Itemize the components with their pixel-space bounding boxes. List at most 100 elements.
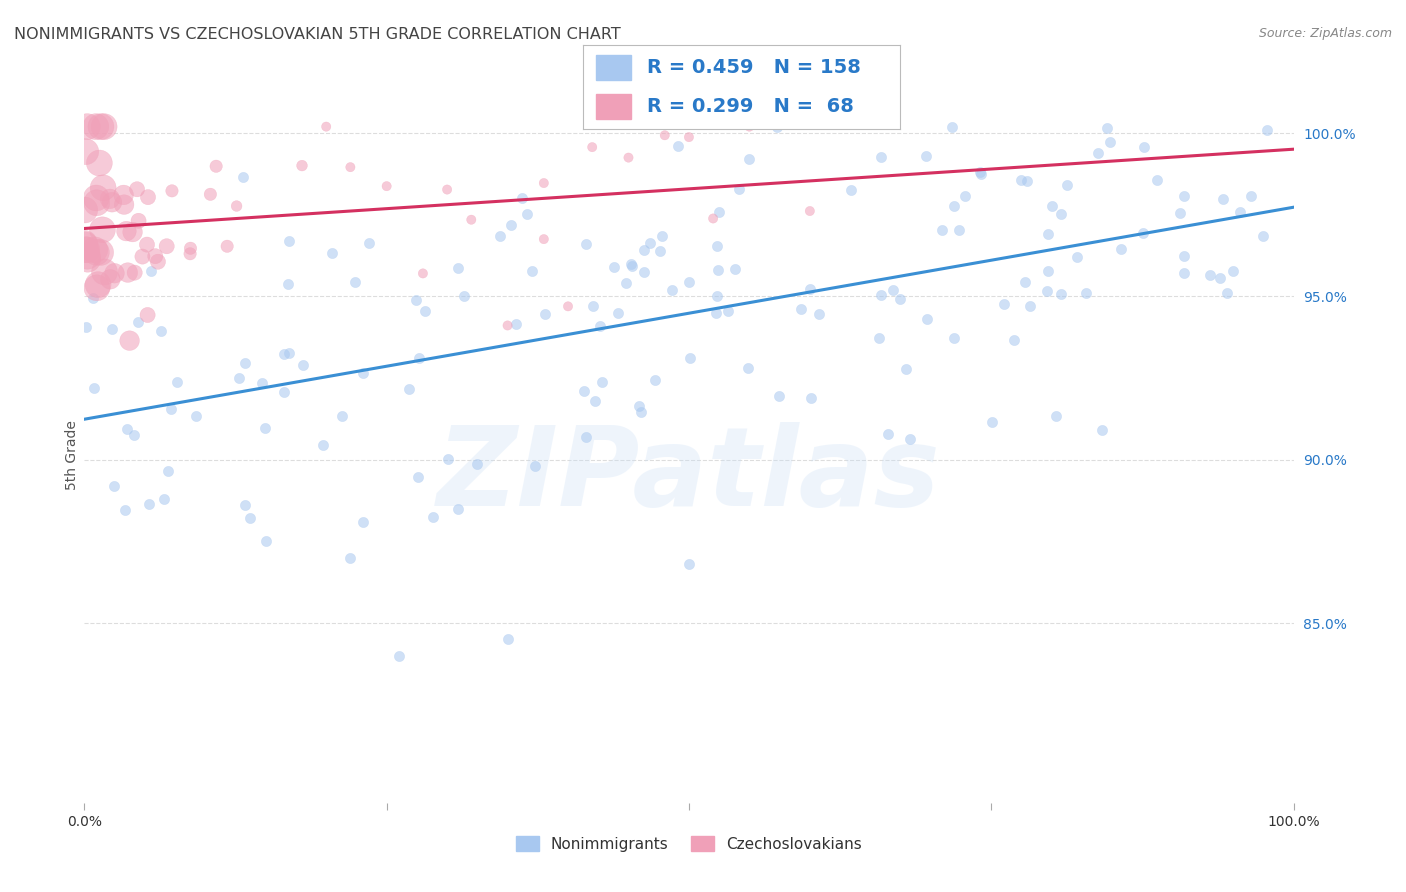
- Point: [931, 223, 953, 237]
- Point: [915, 312, 938, 326]
- Point: [1212, 192, 1234, 206]
- Point: [278, 234, 301, 248]
- Point: [277, 346, 299, 360]
- Point: [339, 160, 361, 174]
- Legend: Nonimmigrants, Czechoslovakians: Nonimmigrants, Czechoslovakians: [509, 830, 869, 858]
- Point: [98, 272, 121, 286]
- Point: [533, 232, 555, 246]
- Point: [707, 262, 730, 277]
- Point: [412, 267, 434, 281]
- Text: R = 0.299   N =  68: R = 0.299 N = 68: [647, 97, 853, 116]
- Point: [1010, 172, 1032, 186]
- Point: [138, 497, 160, 511]
- Point: [408, 351, 430, 365]
- Point: [75, 145, 97, 159]
- Point: [117, 266, 139, 280]
- Point: [146, 254, 169, 268]
- Text: R = 0.459   N = 158: R = 0.459 N = 158: [647, 58, 860, 77]
- Point: [969, 165, 991, 179]
- Point: [589, 319, 612, 334]
- Point: [575, 430, 598, 444]
- Point: [953, 189, 976, 203]
- Point: [620, 259, 643, 273]
- Point: [724, 261, 747, 276]
- Point: [728, 182, 751, 196]
- Point: [488, 228, 510, 243]
- Point: [83, 381, 105, 395]
- Point: [799, 391, 821, 405]
- Point: [101, 195, 124, 210]
- Point: [534, 307, 557, 321]
- Point: [235, 499, 257, 513]
- Point: [118, 334, 141, 348]
- Point: [312, 438, 335, 452]
- Point: [91, 223, 114, 237]
- Point: [98, 192, 121, 206]
- Point: [87, 277, 110, 292]
- Point: [1002, 333, 1025, 347]
- Point: [136, 308, 159, 322]
- Point: [1222, 263, 1244, 277]
- Point: [86, 195, 108, 210]
- Point: [1036, 284, 1059, 298]
- Point: [131, 250, 153, 264]
- Point: [291, 159, 314, 173]
- Point: [217, 239, 239, 253]
- Point: [638, 236, 661, 251]
- Point: [882, 283, 904, 297]
- Point: [166, 375, 188, 389]
- Point: [465, 457, 488, 471]
- Point: [205, 159, 228, 173]
- Point: [1050, 206, 1073, 220]
- Point: [943, 331, 966, 345]
- Point: [1074, 285, 1097, 300]
- Point: [86, 281, 108, 295]
- Point: [1216, 285, 1239, 300]
- Point: [90, 245, 112, 260]
- Point: [496, 632, 519, 647]
- Point: [252, 376, 274, 390]
- Point: [121, 225, 143, 239]
- Text: ZIPatlas: ZIPatlas: [437, 422, 941, 529]
- Point: [125, 182, 148, 196]
- Point: [90, 120, 112, 134]
- Point: [352, 515, 374, 529]
- Point: [405, 293, 427, 308]
- Point: [877, 427, 900, 442]
- Point: [179, 241, 201, 255]
- Point: [1146, 173, 1168, 187]
- Point: [915, 149, 938, 163]
- Point: [82, 291, 104, 305]
- Point: [332, 409, 354, 423]
- Point: [661, 284, 683, 298]
- Point: [93, 120, 115, 134]
- Point: [870, 150, 893, 164]
- Point: [1109, 243, 1132, 257]
- Point: [654, 128, 676, 143]
- Point: [572, 384, 595, 399]
- Point: [73, 236, 96, 251]
- Point: [707, 204, 730, 219]
- Point: [630, 405, 652, 419]
- Point: [75, 319, 97, 334]
- Point: [315, 120, 337, 134]
- Point: [738, 120, 761, 134]
- Point: [607, 306, 630, 320]
- Point: [200, 187, 222, 202]
- Point: [501, 218, 523, 232]
- Point: [790, 301, 813, 316]
- Point: [1036, 264, 1059, 278]
- Point: [136, 190, 159, 204]
- Point: [156, 239, 179, 253]
- Point: [150, 324, 173, 338]
- Y-axis label: 5th Grade: 5th Grade: [65, 420, 79, 490]
- Point: [225, 199, 247, 213]
- Point: [89, 156, 111, 170]
- Point: [239, 511, 262, 525]
- Point: [1019, 299, 1042, 313]
- Point: [1240, 189, 1263, 203]
- Point: [1091, 423, 1114, 437]
- Point: [413, 304, 436, 318]
- Point: [1199, 268, 1222, 283]
- Point: [808, 308, 831, 322]
